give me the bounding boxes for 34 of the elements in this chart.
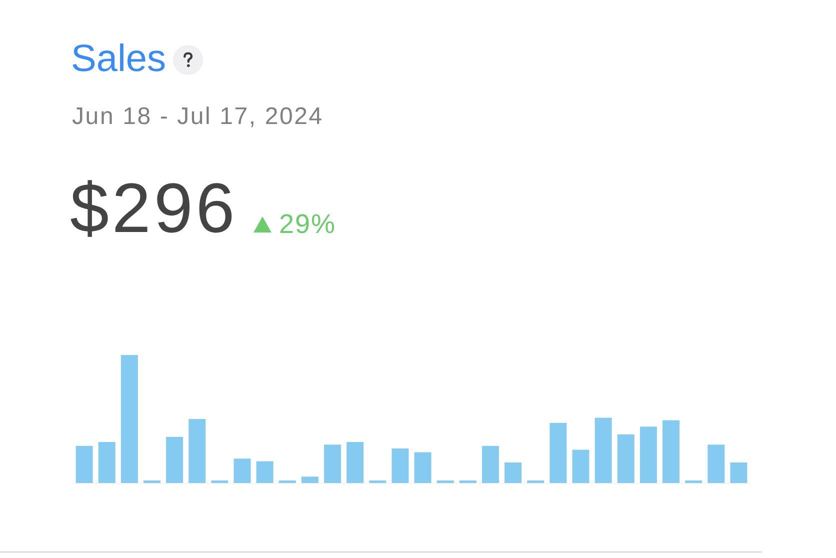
bar [278,480,296,483]
bar [120,355,138,483]
chart-subtitle: Jun 18 - Jul 17, 2024 [72,102,324,132]
chart-title: Sales [71,37,166,82]
bar [392,448,409,483]
bar [369,480,386,483]
bar [708,444,725,483]
bar [527,480,544,483]
bar [301,476,318,483]
bar [414,452,432,483]
bar [617,434,634,483]
bar [640,426,657,483]
bar [550,422,567,483]
bar [504,462,522,483]
bar [594,418,612,483]
bar [730,462,748,483]
bar [188,419,206,483]
text: 29% [279,208,336,240]
bar [166,436,184,483]
bar [98,442,116,483]
bar [234,458,251,483]
bar [436,480,454,483]
text: $296 [70,168,238,248]
bar [685,480,702,483]
bar [143,480,160,483]
bar [211,480,228,483]
bar [256,461,274,483]
bar [324,444,342,483]
bar [662,420,680,483]
bar [459,480,476,483]
bar [76,446,93,483]
bar [482,446,499,483]
bar [572,450,590,483]
bar [346,442,364,483]
